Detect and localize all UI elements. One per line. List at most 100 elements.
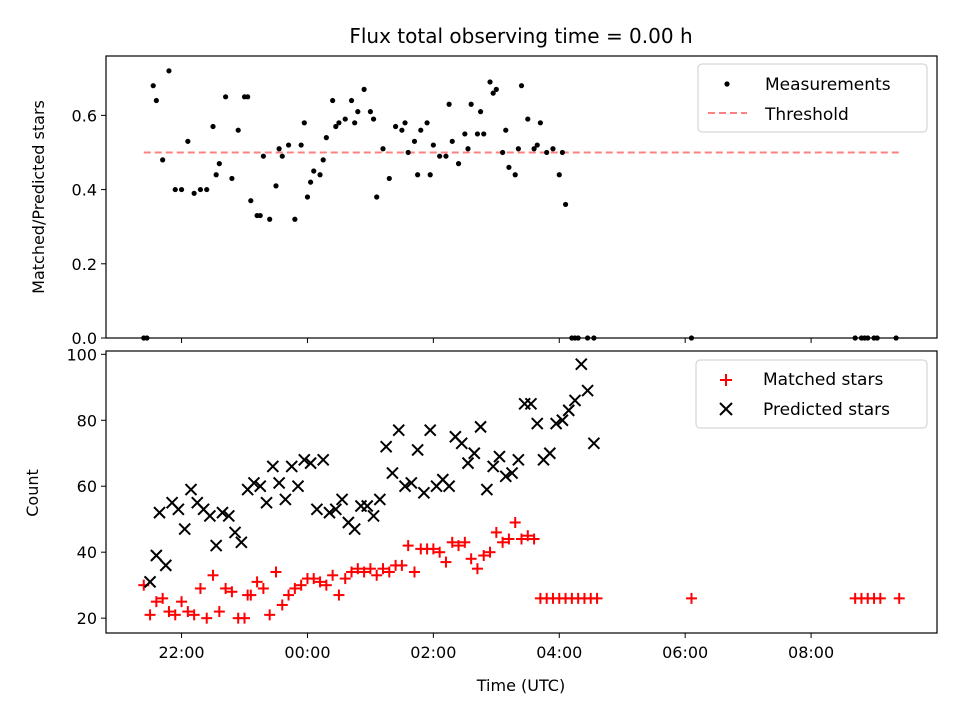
measurement-point <box>534 142 540 148</box>
predicted-star-marker <box>524 397 538 410</box>
matched-star-marker <box>528 533 540 545</box>
matched-star-marker <box>314 576 326 588</box>
predicted-star-marker <box>468 447 481 460</box>
measurement-point <box>301 120 307 126</box>
measurement-point <box>449 138 455 144</box>
measurement-point <box>490 90 496 96</box>
measurement-point <box>248 198 254 204</box>
measurement-point <box>411 138 418 144</box>
measurement-point <box>333 123 339 130</box>
measurement-point <box>424 120 430 126</box>
measurement-point <box>559 149 566 156</box>
ratio-legend-box <box>697 63 928 133</box>
predicted-star-marker <box>323 506 336 519</box>
predicted-star-marker <box>203 509 217 523</box>
measurement-point <box>418 127 424 133</box>
matched-star-marker <box>257 582 269 594</box>
predicted-star-marker <box>461 456 475 470</box>
predicted-star-marker <box>159 559 173 572</box>
measurement-point <box>336 120 342 126</box>
measurement-point <box>477 109 484 115</box>
measurement-point <box>380 146 386 152</box>
predicted-star-marker <box>367 509 380 523</box>
matched-star-marker <box>346 566 358 578</box>
matched-star-marker <box>503 533 515 545</box>
count-x-tick-label: 22:00 <box>158 643 204 662</box>
measurement-point <box>204 186 210 193</box>
measurement-point <box>210 123 216 130</box>
matched-star-marker <box>251 576 263 588</box>
legend-threshold-label: Threshold <box>764 105 849 125</box>
matched-star-marker <box>182 606 194 618</box>
measurement-point <box>352 120 358 126</box>
predicted-star-marker <box>285 460 298 473</box>
measurement-point <box>525 116 531 122</box>
matched-star-marker <box>893 592 905 604</box>
predicted-star-marker <box>298 453 311 467</box>
measurement-point <box>172 186 178 193</box>
count-y-ticks: 20 40 60 80 100 <box>66 345 106 628</box>
measurement-point <box>235 127 241 133</box>
measurement-point <box>367 109 374 115</box>
count-y-tick-label: 40 <box>77 543 97 562</box>
matched-star-marker <box>446 536 458 548</box>
measurement-points-layer <box>141 68 899 341</box>
predicted-star-marker <box>543 447 557 460</box>
count-x-tick-label: 04:00 <box>536 643 582 662</box>
predicted-star-marker <box>587 437 601 450</box>
matched-star-marker <box>465 553 477 565</box>
matched-star-marker <box>471 563 483 575</box>
predicted-star-marker <box>480 483 494 496</box>
measurement-point <box>468 101 474 107</box>
count-panel: 20 40 60 80 100 22:00 00:00 02:00 04:00 06:00 08:… <box>23 345 938 695</box>
predicted-star-marker <box>272 476 286 490</box>
measurement-point <box>260 153 266 159</box>
matched-star-marker <box>459 536 471 548</box>
predicted-star-marker <box>379 440 393 453</box>
count-y-tick-label: 60 <box>77 477 97 496</box>
matched-star-marker <box>377 563 389 575</box>
measurement-point <box>550 146 556 152</box>
measurement-point <box>443 153 449 159</box>
matched-star-marker <box>157 592 169 604</box>
predicted-star-marker <box>335 493 349 506</box>
measurement-point <box>320 157 326 163</box>
predicted-star-marker <box>361 499 374 513</box>
measurement-point <box>462 131 468 137</box>
measurement-point <box>503 127 509 133</box>
matched-star-marker <box>591 592 603 604</box>
measurement-point <box>361 86 367 92</box>
x-axis-label: Time (UTC) <box>476 676 565 695</box>
predicted-star-marker <box>310 503 324 516</box>
predicted-star-marker <box>279 493 292 506</box>
predicted-star-marker <box>373 493 387 506</box>
measurement-point <box>531 146 537 152</box>
matched-star-marker <box>320 579 332 591</box>
measurement-point <box>402 120 408 126</box>
ratio-y-axis-label: Matched/Predicted stars <box>29 100 48 294</box>
measurement-point <box>455 161 462 167</box>
measurement-point <box>213 172 219 178</box>
predicted-star-marker <box>493 450 506 463</box>
matched-star-marker <box>226 586 238 598</box>
matched-star-marker <box>427 543 439 555</box>
matched-star-marker <box>176 596 188 608</box>
count-x-tick-label: 00:00 <box>284 643 330 662</box>
matched-star-marker <box>276 599 288 611</box>
matched-star-marker <box>270 566 282 578</box>
predicted-star-marker <box>348 522 361 536</box>
matched-star-marker <box>440 556 452 568</box>
matched-star-marker <box>150 596 162 608</box>
predicted-star-marker <box>291 480 305 493</box>
predicted-star-marker <box>474 420 487 434</box>
measurement-point <box>481 131 487 137</box>
predicted-star-marker <box>329 503 342 516</box>
measurement-point <box>292 216 298 222</box>
ratio-y-tick-label: 0.4 <box>72 181 97 200</box>
matched-star-marker <box>213 606 225 618</box>
measurement-point <box>427 172 433 178</box>
predicted-star-marker <box>398 480 412 493</box>
measurement-point <box>405 149 411 156</box>
matched-star-marker <box>516 533 527 545</box>
